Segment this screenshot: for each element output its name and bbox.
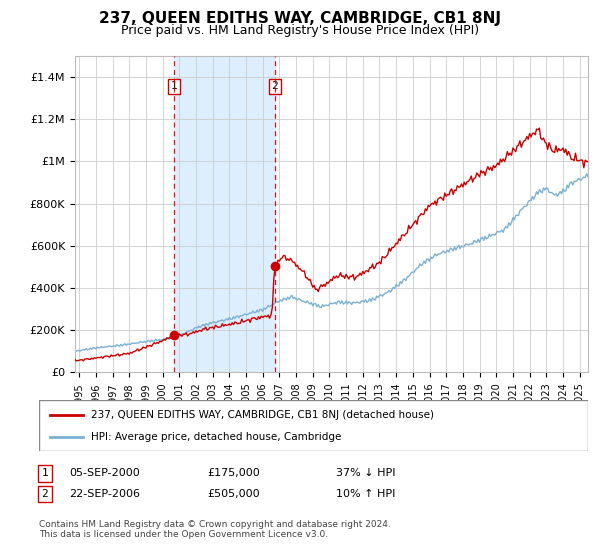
Text: 1: 1 <box>41 468 49 478</box>
Text: 10% ↑ HPI: 10% ↑ HPI <box>336 489 395 499</box>
Text: Contains HM Land Registry data © Crown copyright and database right 2024.
This d: Contains HM Land Registry data © Crown c… <box>39 520 391 539</box>
Text: 1: 1 <box>171 81 178 91</box>
Text: Price paid vs. HM Land Registry's House Price Index (HPI): Price paid vs. HM Land Registry's House … <box>121 24 479 36</box>
Text: 237, QUEEN EDITHS WAY, CAMBRIDGE, CB1 8NJ (detached house): 237, QUEEN EDITHS WAY, CAMBRIDGE, CB1 8N… <box>91 409 434 419</box>
Text: 2: 2 <box>271 81 278 91</box>
Text: 22-SEP-2006: 22-SEP-2006 <box>69 489 140 499</box>
Text: 37% ↓ HPI: 37% ↓ HPI <box>336 468 395 478</box>
Text: 237, QUEEN EDITHS WAY, CAMBRIDGE, CB1 8NJ: 237, QUEEN EDITHS WAY, CAMBRIDGE, CB1 8N… <box>99 11 501 26</box>
FancyBboxPatch shape <box>39 400 588 451</box>
Text: £175,000: £175,000 <box>207 468 260 478</box>
Text: HPI: Average price, detached house, Cambridge: HPI: Average price, detached house, Camb… <box>91 432 341 442</box>
Text: £505,000: £505,000 <box>207 489 260 499</box>
Text: 2: 2 <box>41 489 49 499</box>
Bar <box>174 56 275 372</box>
Text: 05-SEP-2000: 05-SEP-2000 <box>69 468 140 478</box>
